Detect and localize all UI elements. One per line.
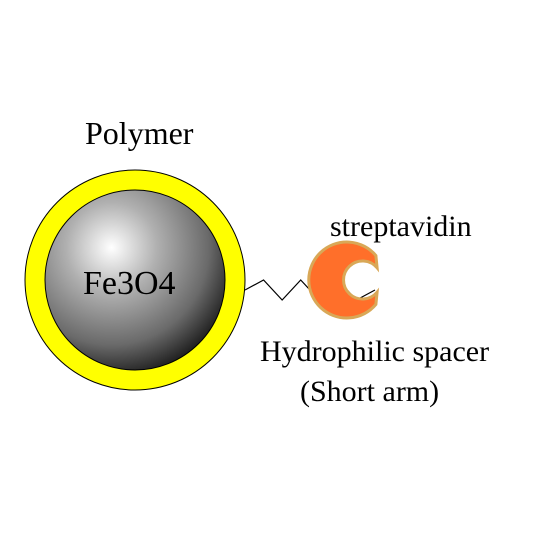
core-label: Fe3O4 <box>83 265 176 303</box>
streptavidin-label: streptavidin <box>330 210 472 244</box>
polymer-label: Polymer <box>85 115 193 152</box>
diagram-svg <box>0 0 536 536</box>
spacer-label-line2: (Short arm) <box>300 375 439 409</box>
streptavidin-blob <box>309 242 377 318</box>
spacer-label-line1: Hydrophilic spacer <box>260 335 489 369</box>
